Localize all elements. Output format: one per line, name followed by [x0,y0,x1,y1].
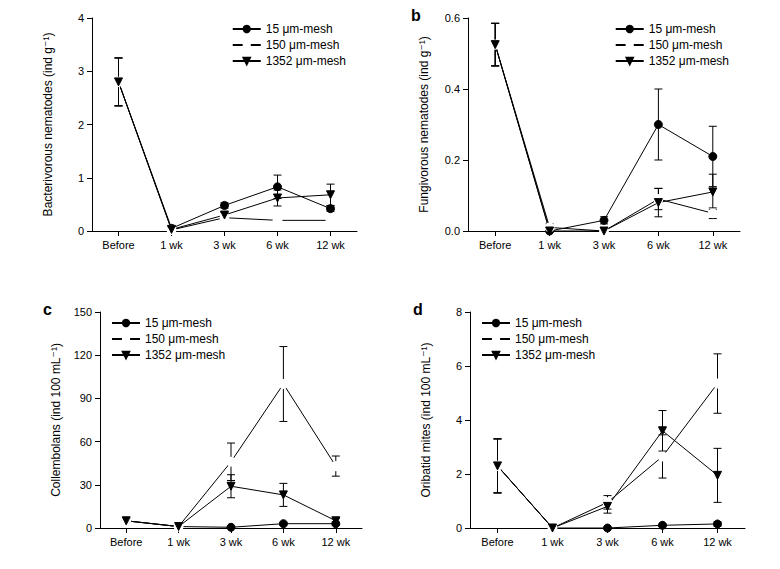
svg-text:12 wk: 12 wk [316,239,345,251]
svg-text:0: 0 [456,522,462,534]
svg-text:2: 2 [456,468,462,480]
svg-text:30: 30 [80,479,92,491]
svg-text:6 wk: 6 wk [266,239,289,251]
svg-text:0.6: 0.6 [445,12,460,24]
svg-text:90: 90 [80,392,92,404]
svg-text:6: 6 [456,360,462,372]
svg-text:1352 μm-mesh: 1352 μm-mesh [515,348,595,362]
svg-text:150 μm-mesh: 150 μm-mesh [145,332,219,346]
svg-text:15 μm-mesh: 15 μm-mesh [649,22,716,36]
svg-text:Before: Before [479,239,511,251]
svg-text:15 μm-mesh: 15 μm-mesh [145,316,212,330]
svg-text:b: b [411,7,421,24]
svg-text:12 wk: 12 wk [703,536,732,548]
svg-text:150 μm-mesh: 150 μm-mesh [515,332,589,346]
svg-text:1352 μm-mesh: 1352 μm-mesh [649,54,729,68]
svg-text:15 μm-mesh: 15 μm-mesh [266,22,333,36]
svg-text:0: 0 [78,225,84,237]
svg-text:0: 0 [86,522,92,534]
svg-text:0.0: 0.0 [445,225,460,237]
svg-text:Before: Before [110,536,142,548]
svg-text:3 wk: 3 wk [220,536,243,548]
svg-text:15 μm-mesh: 15 μm-mesh [515,316,582,330]
svg-text:6 wk: 6 wk [647,239,670,251]
svg-text:8: 8 [456,306,462,318]
svg-text:Collembolans (ind 100 mL⁻¹): Collembolans (ind 100 mL⁻¹) [49,343,63,497]
svg-text:150: 150 [74,306,92,318]
svg-text:3 wk: 3 wk [213,239,236,251]
svg-text:3 wk: 3 wk [593,239,616,251]
svg-text:0.2: 0.2 [445,154,460,166]
svg-text:Before: Before [102,239,134,251]
svg-text:1: 1 [78,172,84,184]
svg-text:120: 120 [74,349,92,361]
svg-text:150 μm-mesh: 150 μm-mesh [266,38,340,52]
svg-text:1352 μm-mesh: 1352 μm-mesh [266,54,346,68]
svg-text:Fungivorous nematodes (ind g⁻¹: Fungivorous nematodes (ind g⁻¹) [417,36,431,212]
svg-text:Before: Before [481,536,513,548]
svg-text:2: 2 [78,119,84,131]
svg-text:1 wk: 1 wk [167,536,190,548]
svg-text:Bacterivorous nematodes (ind g: Bacterivorous nematodes (ind g⁻¹) [41,33,55,217]
svg-text:4: 4 [456,414,462,426]
svg-text:60: 60 [80,436,92,448]
svg-text:c: c [43,301,52,318]
svg-text:1 wk: 1 wk [160,239,183,251]
svg-text:150 μm-mesh: 150 μm-mesh [649,38,723,52]
svg-text:4: 4 [78,12,84,24]
svg-text:d: d [413,301,423,318]
svg-text:3 wk: 3 wk [596,536,619,548]
svg-text:12 wk: 12 wk [698,239,727,251]
svg-text:1352 μm-mesh: 1352 μm-mesh [145,348,225,362]
svg-text:3: 3 [78,65,84,77]
svg-text:12 wk: 12 wk [321,536,350,548]
svg-text:6 wk: 6 wk [272,536,295,548]
svg-text:Oribatid mites (ind 100 mL⁻¹): Oribatid mites (ind 100 mL⁻¹) [419,342,433,497]
svg-text:0.4: 0.4 [445,83,460,95]
svg-text:1 wk: 1 wk [538,239,561,251]
svg-text:6 wk: 6 wk [651,536,674,548]
svg-text:1 wk: 1 wk [541,536,564,548]
